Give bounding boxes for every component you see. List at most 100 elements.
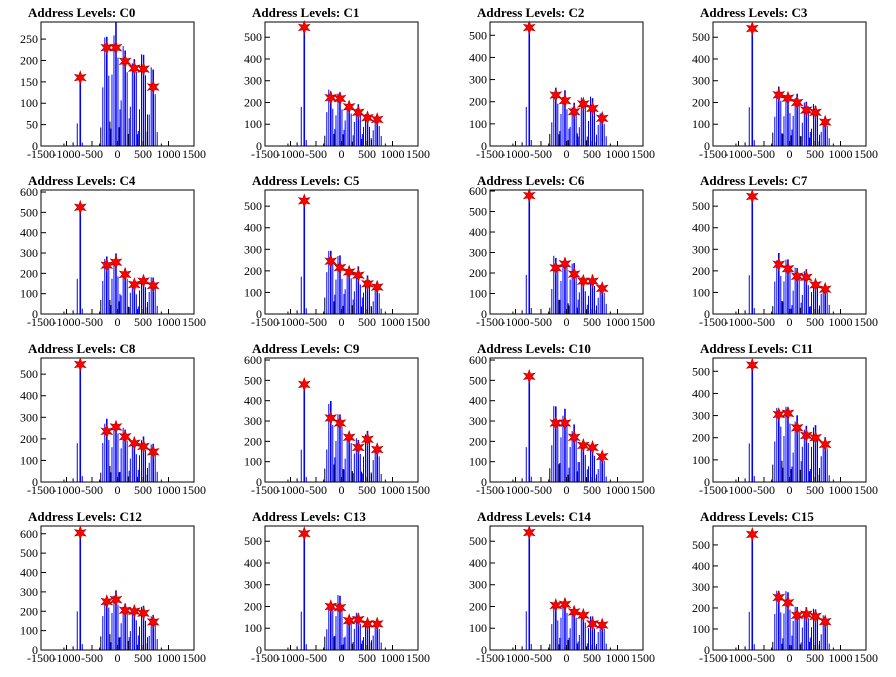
peak-marker: [297, 20, 311, 35]
y-tick-label: 100: [244, 621, 262, 635]
y-tick-label: 400: [692, 386, 710, 400]
y-axis: 0 100 200 300 400 500 600: [469, 353, 495, 489]
y-tick-label: 400: [469, 556, 487, 570]
address-levels-panel: Address Levels: C10100200300400500-1500-…: [244, 5, 430, 161]
x-tick-label: -500: [753, 315, 775, 329]
peak-marker: [333, 415, 347, 431]
y-tick-label: 300: [692, 242, 710, 256]
x-tick-label: 0: [564, 651, 570, 665]
peak-markers: [73, 199, 160, 293]
y-tick-label: 200: [244, 95, 262, 109]
y-tick-label: 100: [20, 96, 38, 110]
y-tick-label: 600: [20, 185, 38, 199]
y-tick-label: 0: [32, 643, 38, 657]
x-tick-label: -500: [305, 315, 327, 329]
y-tick-label: 50: [26, 118, 38, 132]
x-tick-label: -1000: [725, 147, 753, 161]
address-levels-panel: Address Levels: C30100200300400500-1500-…: [692, 5, 878, 161]
panel-title: Address Levels: C15: [700, 509, 814, 524]
peak-marker: [297, 193, 311, 209]
y-tick-label: 300: [692, 580, 710, 594]
x-tick-label: 1000: [829, 315, 853, 329]
x-tick-label: 1500: [854, 315, 878, 329]
histogram-bars: [287, 23, 386, 146]
x-tick-label: -1000: [53, 651, 81, 665]
panel-title: Address Levels: C12: [28, 509, 142, 524]
address-levels-panel: Address Levels: C110100200300400500-1500…: [692, 341, 878, 497]
histogram-bars: [512, 191, 611, 314]
peak-marker: [781, 405, 795, 421]
peak-markers: [522, 368, 609, 465]
panel-title: Address Levels: C9: [252, 341, 360, 356]
histogram-bars: [63, 22, 162, 146]
address-levels-panel: Address Levels: C6 0 100 200 300 400 500 600 -15…: [469, 173, 655, 329]
y-tick-label: 200: [20, 53, 38, 67]
x-tick-label: 500: [134, 651, 152, 665]
x-tick-label: 500: [806, 315, 824, 329]
peak-marker: [118, 266, 132, 282]
x-tick-label: -1000: [53, 483, 81, 497]
panel-title: Address Levels: C14: [477, 509, 591, 524]
x-tick-label: 500: [583, 147, 601, 161]
y-axis: 0 100 200 300 400 500: [692, 30, 718, 153]
peak-marker: [576, 273, 590, 289]
peak-marker: [118, 53, 132, 69]
x-tick-label: -1500: [251, 147, 279, 161]
y-tick-label: 300: [469, 414, 487, 428]
histogram-bars: [512, 373, 611, 482]
y-tick-label: 500: [469, 28, 487, 42]
y-tick-label: 400: [20, 389, 38, 403]
peak-marker: [558, 596, 572, 612]
histogram-bars: [735, 192, 834, 314]
peak-marker: [772, 256, 786, 272]
peak-marker: [324, 599, 338, 614]
x-tick-label: 1000: [381, 315, 405, 329]
y-tick-label: 400: [20, 226, 38, 240]
address-levels-panel: Address Levels: C150100200300400500-1500…: [692, 509, 878, 665]
peak-marker: [127, 277, 141, 292]
x-tick-label: 500: [358, 315, 376, 329]
peak-marker: [324, 90, 338, 106]
x-tick-label: 1000: [157, 483, 181, 497]
y-axis: 0 100 200 300 400 500: [692, 199, 718, 321]
x-tick-label: 1000: [829, 147, 853, 161]
y-tick-label: 200: [692, 431, 710, 445]
panel-title: Address Levels: C5: [252, 173, 360, 188]
y-tick-label: 400: [469, 225, 487, 239]
x-tick-label: -1500: [251, 483, 279, 497]
y-axis: 0 100 200 300 400 500: [469, 534, 495, 657]
y-tick-label: 200: [244, 599, 262, 613]
y-tick-label: 150: [20, 75, 38, 89]
peak-marker: [342, 429, 356, 445]
peak-marker: [370, 112, 384, 127]
histogram-bars: [735, 25, 834, 146]
peak-marker: [297, 377, 311, 392]
x-tick-label: -1000: [277, 147, 305, 161]
y-tick-label: 500: [244, 373, 262, 387]
histogram-bars: [63, 204, 162, 314]
peak-markers: [297, 526, 384, 632]
peak-marker: [361, 276, 374, 292]
peak-marker: [73, 199, 87, 215]
y-tick-label: 100: [469, 455, 487, 469]
y-tick-label: 0: [256, 139, 262, 153]
address-levels-panel: Address Levels: C50100200300400500-1500-…: [244, 173, 430, 329]
x-tick-label: -1500: [699, 651, 727, 665]
x-tick-label: 1000: [829, 483, 853, 497]
x-tick-label: -1500: [476, 651, 504, 665]
y-tick-label: 600: [469, 353, 487, 367]
peak-marker: [549, 87, 563, 103]
address-levels-panel: Address Levels: C80100200300400500-1500-…: [20, 341, 206, 497]
y-tick-label: 200: [244, 434, 262, 448]
y-tick-label: 0: [704, 139, 710, 153]
x-tick-label: -1000: [725, 651, 753, 665]
x-tick-label: 1500: [854, 147, 878, 161]
x-tick-label: 1000: [381, 483, 405, 497]
x-axis: -1500-1000 -500 0 500 1000 1500: [251, 309, 430, 329]
x-tick-label: -1500: [27, 483, 55, 497]
y-tick-label: 500: [692, 538, 710, 552]
x-tick-label: 0: [339, 147, 345, 161]
peak-marker: [109, 419, 123, 435]
x-axis: -1500-1000 -500 0 500 1000 1500: [27, 309, 206, 329]
panel-title: Address Levels: C6: [477, 173, 585, 188]
